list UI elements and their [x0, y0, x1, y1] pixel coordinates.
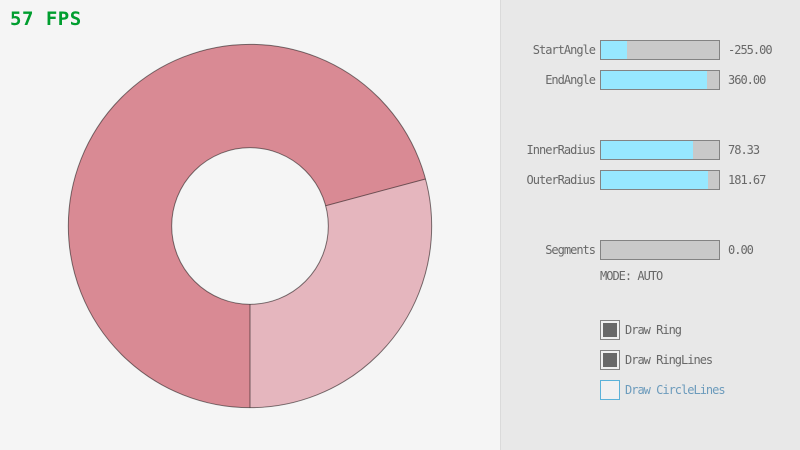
segments-slider[interactable]	[600, 240, 720, 260]
fps-counter: 57 FPS	[10, 8, 82, 30]
segments-label: Segments	[545, 243, 596, 257]
checkbox-box	[600, 350, 620, 370]
start-angle-slider[interactable]	[600, 40, 720, 60]
end-angle-value: 360.00	[728, 73, 766, 87]
start-angle-label: StartAngle	[532, 43, 596, 57]
slider-fill	[601, 141, 694, 159]
ring-chart	[67, 43, 433, 409]
segments-value: 0.00	[728, 243, 754, 257]
inner-radius-slider[interactable]	[600, 140, 720, 160]
draw-circlelines-checkbox-label: Draw CircleLines	[625, 383, 726, 397]
slider-fill	[601, 71, 708, 89]
segments-mode-label: MODE: AUTO	[600, 269, 663, 283]
slider-fill	[601, 171, 709, 189]
inner-radius-label: InnerRadius	[526, 143, 596, 157]
control-panel: StartAngle -255.00 EndAngle 360.00 Inner…	[500, 0, 800, 450]
outer-radius-slider[interactable]	[600, 170, 720, 190]
checkbox-box	[600, 380, 620, 400]
end-angle-label: EndAngle	[545, 73, 596, 87]
end-angle-slider[interactable]	[600, 70, 720, 90]
slider-row-segments: Segments 0.00	[501, 240, 800, 260]
checkbox-box	[600, 320, 620, 340]
slider-row-outer-radius: OuterRadius 181.67	[501, 170, 800, 190]
draw-circlelines-checkbox[interactable]: Draw CircleLines	[600, 380, 800, 400]
draw-ring-checkbox-label: Draw Ring	[625, 323, 682, 337]
slider-row-end-angle: EndAngle 360.00	[501, 70, 800, 90]
slider-fill	[601, 41, 627, 59]
start-angle-value: -255.00	[728, 43, 773, 57]
draw-ringlines-checkbox-label: Draw RingLines	[625, 353, 713, 367]
checkbox-check-mark	[603, 353, 617, 367]
outer-radius-label: OuterRadius	[526, 173, 596, 187]
draw-ringlines-checkbox[interactable]: Draw RingLines	[600, 350, 800, 370]
outer-radius-value: 181.67	[728, 173, 766, 187]
inner-radius-value: 78.33	[728, 143, 760, 157]
draw-ring-checkbox[interactable]: Draw Ring	[600, 320, 800, 340]
slider-row-start-angle: StartAngle -255.00	[501, 40, 800, 60]
checkbox-check-mark	[603, 323, 617, 337]
slider-row-inner-radius: InnerRadius 78.33	[501, 140, 800, 160]
